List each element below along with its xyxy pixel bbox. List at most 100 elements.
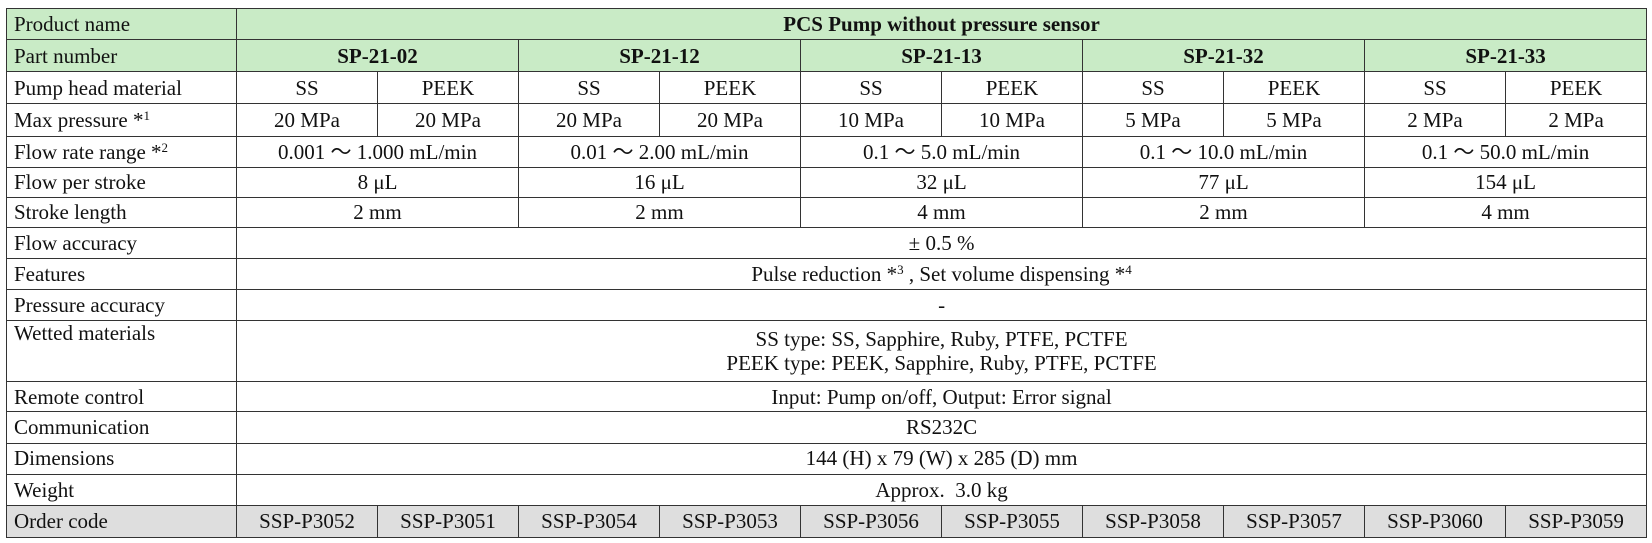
head-material-cell: PEEK <box>377 71 519 105</box>
features-label: Features <box>6 257 237 291</box>
communication-row: Communication RS232C <box>6 411 1648 444</box>
pressure-accuracy-label: Pressure accuracy <box>6 289 237 322</box>
weight-row: Weight Approx. 3.0 kg <box>6 473 1648 506</box>
flow-accuracy-row: Flow accuracy ± 0.5 % <box>6 226 1648 259</box>
flow-rate-range-label: Flow rate range *2 <box>6 135 237 168</box>
wetted-materials-line: SS type: SS, Sapphire, Ruby, PTFE, PCTFE <box>755 327 1128 352</box>
remote-control-row: Remote control Input: Pump on/off, Outpu… <box>6 381 1648 413</box>
order-code-cell: SSP-P3057 <box>1223 504 1365 539</box>
product-name-row: Product name PCS Pump without pressure s… <box>6 7 1648 41</box>
order-code-cell: SSP-P3056 <box>800 504 942 539</box>
order-code-cell: SSP-P3060 <box>1364 504 1506 539</box>
order-code-cell: SSP-P3059 <box>1504 504 1648 539</box>
flow-rate-range-cell: 0.1 〜 5.0 mL/min <box>800 135 1083 168</box>
max-pressure-cell: 20 MPa <box>377 103 519 137</box>
flow-rate-range-cell: 0.001 〜 1.000 mL/min <box>236 135 519 168</box>
flow-rate-range-row: Flow rate range *2 0.001 〜 1.000 mL/min … <box>6 135 1648 168</box>
head-material-cell: PEEK <box>941 71 1083 105</box>
dimensions-label: Dimensions <box>6 442 237 475</box>
flow-per-stroke-cell: 8 μL <box>236 166 519 198</box>
stroke-length-cell: 2 mm <box>236 196 519 228</box>
wetted-materials-label: Wetted materials <box>6 320 237 383</box>
features-value: Pulse reduction *3 , Set volume dispensi… <box>235 257 1648 291</box>
footnote-mark: 4 <box>1125 261 1132 277</box>
stroke-length-cell: 4 mm <box>1363 196 1648 228</box>
product-name-label: Product name <box>6 7 237 41</box>
stroke-length-cell: 2 mm <box>1082 196 1365 228</box>
order-code-cell: SSP-P3053 <box>659 504 801 539</box>
flow-per-stroke-cell: 16 μL <box>518 166 801 198</box>
product-name-value: PCS Pump without pressure sensor <box>235 7 1648 41</box>
flow-per-stroke-label: Flow per stroke <box>6 166 237 198</box>
head-material-cell: SS <box>1082 71 1224 105</box>
stroke-length-cell: 2 mm <box>518 196 801 228</box>
head-material-cell: SS <box>518 71 660 105</box>
wetted-materials-line: PEEK type: PEEK, Sapphire, Ruby, PTFE, P… <box>726 351 1157 376</box>
max-pressure-cell: 5 MPa <box>1082 103 1224 137</box>
footnote-mark: 2 <box>161 139 169 155</box>
wetted-materials-value: SS type: SS, Sapphire, Ruby, PTFE, PCTFE… <box>235 320 1648 383</box>
flow-per-stroke-row: Flow per stroke 8 μL 16 μL 32 μL 77 μL 1… <box>6 166 1648 198</box>
dimensions-row: Dimensions 144 (H) x 79 (W) x 285 (D) mm <box>6 442 1648 475</box>
flow-rate-range-cell: 0.01 〜 2.00 mL/min <box>518 135 801 168</box>
part-number-row: Part number SP-21-02 SP-21-12 SP-21-13 S… <box>6 39 1648 73</box>
order-code-row: Order code SSP-P3052 SSP-P3051 SSP-P3054… <box>6 504 1648 539</box>
order-code-label: Order code <box>6 504 237 539</box>
order-code-cell: SSP-P3058 <box>1082 504 1224 539</box>
order-code-cell: SSP-P3054 <box>518 504 660 539</box>
pressure-accuracy-value: - <box>235 289 1648 322</box>
flow-per-stroke-cell: 32 μL <box>800 166 1083 198</box>
features-text-part1: Pulse reduction * <box>751 261 898 286</box>
stroke-length-row: Stroke length 2 mm 2 mm 4 mm 2 mm 4 mm <box>6 196 1648 228</box>
stroke-length-cell: 4 mm <box>800 196 1083 228</box>
pressure-accuracy-row: Pressure accuracy - <box>6 289 1648 322</box>
head-material-cell: PEEK <box>1504 71 1648 105</box>
max-pressure-label: Max pressure *1 <box>6 103 237 137</box>
max-pressure-row: Max pressure *1 20 MPa 20 MPa 20 MPa 20 … <box>6 103 1648 137</box>
part-number-cell: SP-21-12 <box>518 39 801 73</box>
max-pressure-label-text: Max pressure * <box>14 107 144 132</box>
flow-per-stroke-cell: 154 μL <box>1363 166 1648 198</box>
stroke-length-label: Stroke length <box>6 196 237 228</box>
max-pressure-cell: 2 MPa <box>1364 103 1506 137</box>
weight-label: Weight <box>6 473 237 506</box>
max-pressure-cell: 5 MPa <box>1223 103 1365 137</box>
order-code-cell: SSP-P3055 <box>941 504 1083 539</box>
part-number-label: Part number <box>6 39 237 73</box>
remote-control-label: Remote control <box>6 381 237 413</box>
pump-head-material-row: Pump head material SS PEEK SS PEEK SS PE… <box>6 71 1648 105</box>
max-pressure-cell: 2 MPa <box>1504 103 1648 137</box>
order-code-cell: SSP-P3051 <box>377 504 519 539</box>
flow-rate-range-cell: 0.1 〜 50.0 mL/min <box>1363 135 1648 168</box>
max-pressure-cell: 20 MPa <box>518 103 660 137</box>
head-material-cell: SS <box>800 71 942 105</box>
head-material-cell: PEEK <box>1223 71 1365 105</box>
features-text-part2: , Set volume dispensing * <box>903 261 1126 286</box>
head-material-cell: SS <box>236 71 378 105</box>
pump-head-material-label: Pump head material <box>6 71 237 105</box>
order-code-cell: SSP-P3052 <box>236 504 378 539</box>
max-pressure-cell: 10 MPa <box>941 103 1083 137</box>
max-pressure-cell: 20 MPa <box>236 103 378 137</box>
part-number-cell: SP-21-33 <box>1363 39 1648 73</box>
head-material-cell: PEEK <box>659 71 801 105</box>
footnote-mark: 3 <box>897 261 904 277</box>
flow-per-stroke-cell: 77 μL <box>1082 166 1365 198</box>
head-material-cell: SS <box>1364 71 1506 105</box>
footnote-mark: 1 <box>143 107 150 123</box>
communication-value: RS232C <box>235 411 1648 444</box>
wetted-materials-row: Wetted materials SS type: SS, Sapphire, … <box>6 320 1648 383</box>
flow-accuracy-label: Flow accuracy <box>6 226 237 259</box>
part-number-cell: SP-21-13 <box>800 39 1083 73</box>
flow-accuracy-value: ± 0.5 % <box>235 226 1648 259</box>
communication-label: Communication <box>6 411 237 444</box>
dimensions-value: 144 (H) x 79 (W) x 285 (D) mm <box>235 442 1648 475</box>
features-row: Features Pulse reduction *3 , Set volume… <box>6 257 1648 291</box>
max-pressure-cell: 10 MPa <box>800 103 942 137</box>
part-number-cell: SP-21-32 <box>1082 39 1365 73</box>
flow-rate-range-label-text: Flow rate range * <box>14 139 162 164</box>
weight-value: Approx. 3.0 kg <box>235 473 1648 506</box>
spec-table: Product name PCS Pump without pressure s… <box>6 7 1648 539</box>
remote-control-value: Input: Pump on/off, Output: Error signal <box>235 381 1648 413</box>
part-number-cell: SP-21-02 <box>236 39 519 73</box>
